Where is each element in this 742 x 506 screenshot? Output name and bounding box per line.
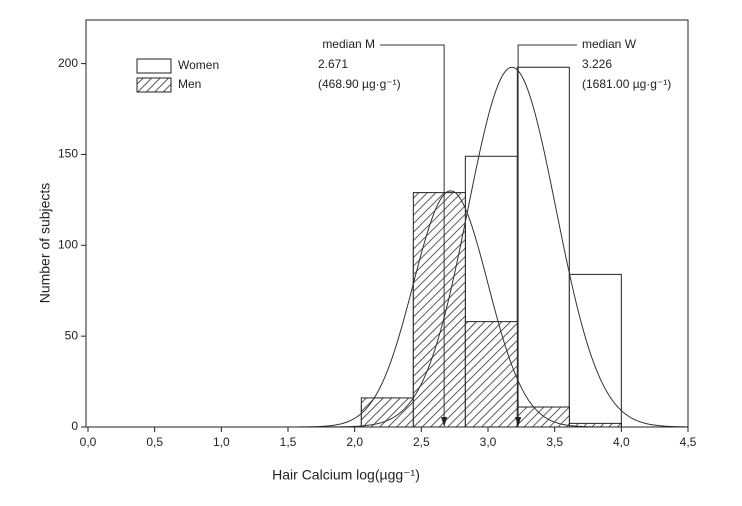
x-tick-label: 3,0 (480, 435, 497, 449)
annotation: (468.90 µg·g⁻¹) (318, 77, 401, 91)
x-tick-label: 3,5 (546, 435, 563, 449)
y-tick-label: 50 (65, 328, 79, 342)
x-tick-label: 1,5 (280, 435, 297, 449)
y-tick-label: 150 (58, 147, 78, 161)
y-tick-label: 100 (58, 237, 78, 251)
annotation: (1681.00 µg·g⁻¹) (582, 77, 671, 91)
median-arrow (441, 417, 448, 427)
plot-frame (85, 19, 689, 428)
legend-swatch (136, 58, 172, 74)
y-axis-label: Number of subjects (37, 183, 53, 304)
x-axis-label: Hair Calcium log(µgg⁻¹) (272, 467, 420, 483)
bar (516, 66, 570, 428)
legend-swatch (136, 77, 172, 93)
y-tick-label: 200 (58, 56, 78, 70)
bar (464, 321, 518, 428)
bar (568, 273, 622, 428)
median-line (517, 44, 577, 419)
fit-curve (88, 66, 689, 428)
annotation: median M (322, 37, 375, 51)
y-tick-label: 0 (71, 419, 78, 433)
x-tick-label: 2,0 (346, 435, 363, 449)
x-tick-label: 2,5 (413, 435, 430, 449)
x-tick-label: 0,5 (146, 435, 163, 449)
x-tick-label: 4,5 (680, 435, 697, 449)
median-line (380, 44, 445, 419)
legend-label: Men (178, 77, 201, 91)
bar (412, 192, 466, 428)
annotation: median W (582, 37, 637, 51)
x-tick-label: 0,0 (80, 435, 97, 449)
annotation: 3.226 (582, 57, 612, 71)
x-tick-label: 1,0 (213, 435, 230, 449)
x-tick-label: 4,0 (613, 435, 630, 449)
median-arrow (515, 417, 522, 427)
legend-label: Women (178, 58, 219, 72)
bar (360, 397, 414, 428)
annotation: 2.671 (318, 57, 348, 71)
